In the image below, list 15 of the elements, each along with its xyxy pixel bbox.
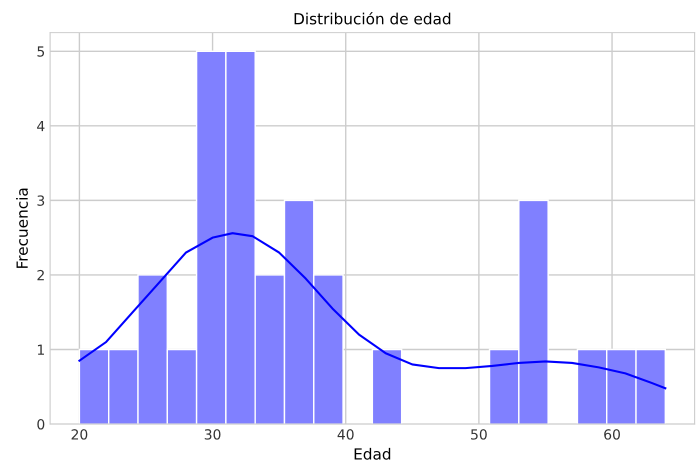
x-tick-label: 40 bbox=[338, 429, 354, 440]
x-tick-label: 50 bbox=[471, 429, 487, 440]
y-axis-title: Frecuencia bbox=[16, 188, 28, 268]
line-series bbox=[78, 232, 666, 390]
y-tick-label: 4 bbox=[37, 120, 44, 132]
y-tick-label: 2 bbox=[37, 270, 44, 280]
x-tick-label: 60 bbox=[604, 429, 620, 440]
x-tick-label: 20 bbox=[72, 429, 88, 440]
x-tick-label: 30 bbox=[204, 429, 220, 440]
chart-title: Distribución de edad bbox=[294, 12, 450, 25]
y-tick-label: 5 bbox=[37, 46, 44, 57]
y-tick-label: 3 bbox=[37, 195, 44, 206]
x-axis-title: Edad bbox=[354, 448, 390, 460]
y-tick-label: 1 bbox=[38, 344, 44, 355]
y-tick-label: 0 bbox=[37, 419, 44, 430]
